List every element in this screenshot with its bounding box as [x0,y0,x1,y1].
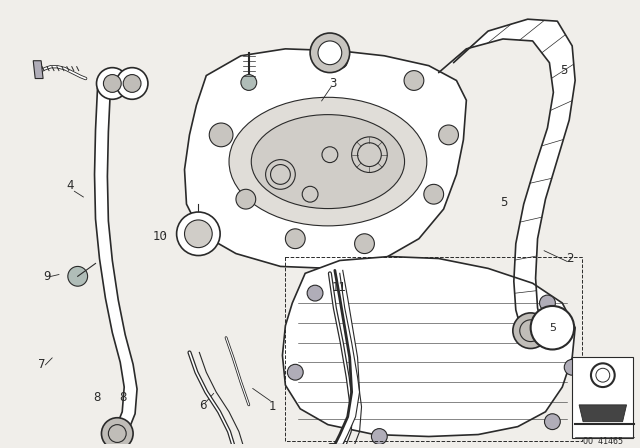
Text: 8: 8 [119,392,126,405]
Circle shape [371,429,387,444]
Circle shape [102,418,133,448]
Circle shape [184,220,212,248]
Polygon shape [33,61,43,78]
Circle shape [424,184,444,204]
Polygon shape [330,271,360,444]
Text: 9: 9 [43,270,51,283]
Circle shape [236,190,256,209]
Circle shape [68,267,88,286]
Circle shape [564,359,580,375]
Circle shape [104,74,121,92]
Text: 6: 6 [199,399,207,412]
Circle shape [318,41,342,65]
Circle shape [241,74,257,90]
Text: 7: 7 [38,358,45,371]
Circle shape [513,313,548,349]
Circle shape [209,123,233,147]
Circle shape [307,285,323,301]
Ellipse shape [252,115,404,209]
Circle shape [355,234,374,254]
Circle shape [332,53,348,69]
Circle shape [124,74,141,92]
Text: 2: 2 [566,252,573,265]
Text: 11: 11 [332,280,346,293]
Text: 5: 5 [549,323,556,333]
Circle shape [287,364,303,380]
Circle shape [310,33,349,73]
Polygon shape [184,49,467,268]
Text: 8: 8 [93,392,101,405]
Polygon shape [579,405,627,422]
Circle shape [285,229,305,249]
Ellipse shape [229,97,427,226]
Polygon shape [282,257,575,436]
Circle shape [404,71,424,90]
Text: 5: 5 [560,64,567,77]
Circle shape [531,306,574,349]
Text: 3: 3 [329,77,337,90]
Polygon shape [95,88,137,434]
Text: OO 41465: OO 41465 [583,437,623,446]
Circle shape [438,125,458,145]
Text: 4: 4 [67,179,74,192]
Circle shape [545,414,560,430]
Circle shape [97,68,128,99]
Circle shape [177,212,220,255]
Text: 1: 1 [269,400,276,413]
Circle shape [540,295,556,311]
Polygon shape [438,19,575,328]
Text: 5: 5 [500,197,508,210]
Bar [572,358,634,439]
Text: 10: 10 [153,230,168,243]
Circle shape [116,68,148,99]
